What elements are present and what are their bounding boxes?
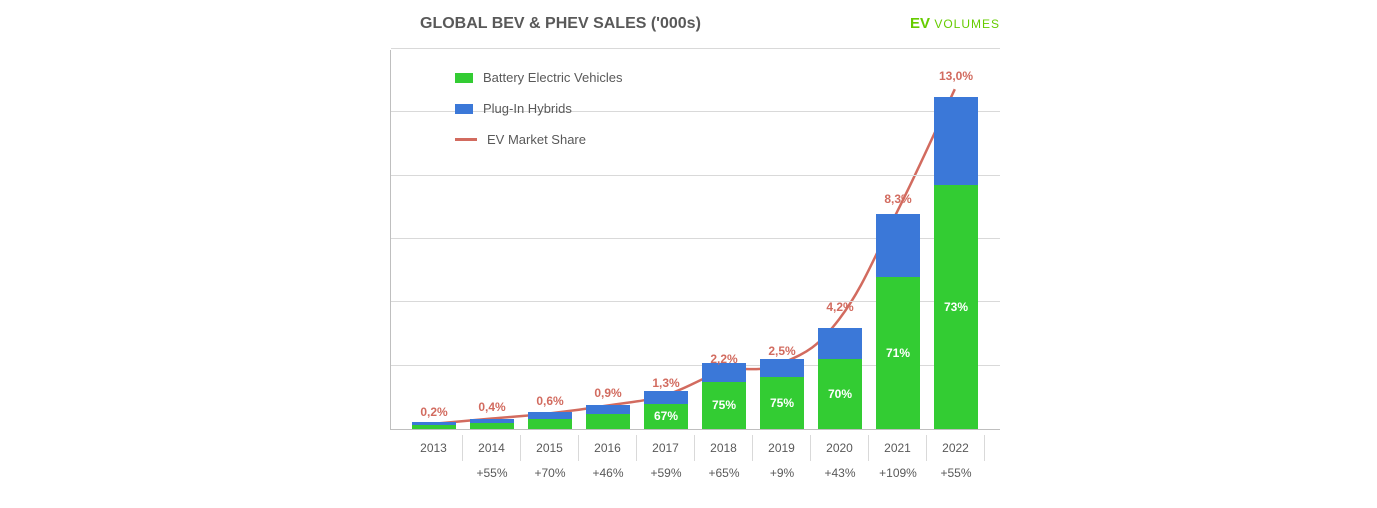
x-tick: 2021	[869, 435, 927, 461]
legend-share-label: EV Market Share	[487, 132, 586, 147]
legend-bev-label: Battery Electric Vehicles	[483, 70, 622, 85]
market-share-label: 2,5%	[768, 344, 795, 358]
legend-phev: Plug-In Hybrids	[455, 101, 622, 116]
phev-segment	[934, 97, 978, 186]
bev-share-label: 75%	[702, 398, 746, 412]
x-tick: 2014	[463, 435, 521, 461]
phev-segment	[876, 214, 920, 277]
x-tick: 2013	[405, 435, 463, 461]
market-share-label: 0,2%	[420, 405, 447, 419]
bev-share-label: 73%	[934, 300, 978, 314]
growth-label: +55%	[463, 466, 521, 480]
bar-2019: 75%	[760, 359, 804, 429]
growth-label: +46%	[579, 466, 637, 480]
bev-share-label: 67%	[644, 409, 688, 423]
bar-2016	[586, 405, 630, 429]
growth-label: +9%	[753, 466, 811, 480]
phev-segment	[528, 412, 572, 419]
x-tick: 2022	[927, 435, 985, 461]
growth-label: +43%	[811, 466, 869, 480]
growth-label: +65%	[695, 466, 753, 480]
legend-share: EV Market Share	[455, 132, 622, 147]
market-share-label: 8,3%	[884, 192, 911, 206]
market-share-label: 13,0%	[939, 69, 973, 83]
x-tick: 2019	[753, 435, 811, 461]
gridline	[391, 48, 1000, 49]
chart-title: GLOBAL BEV & PHEV SALES ('000s)	[420, 15, 701, 33]
growth-label: +109%	[869, 466, 927, 480]
growth-label: +55%	[927, 466, 985, 480]
bev-segment	[412, 425, 456, 429]
bev-share-label: 71%	[876, 346, 920, 360]
bev-segment	[586, 414, 630, 429]
ev-sales-chart: GLOBAL BEV & PHEV SALES ('000s) EV VOLUM…	[390, 15, 1000, 485]
bev-segment: 73%	[934, 185, 978, 429]
x-tick: 2018	[695, 435, 753, 461]
bar-2018: 75%	[702, 363, 746, 430]
bev-segment: 67%	[644, 404, 688, 429]
brand-vol: VOLUMES	[930, 17, 1000, 31]
bev-segment: 71%	[876, 277, 920, 429]
growth-label: +70%	[521, 466, 579, 480]
x-tick: 2020	[811, 435, 869, 461]
bev-share-label: 75%	[760, 396, 804, 410]
bar-2013	[412, 422, 456, 429]
bev-segment	[470, 423, 514, 429]
bev-segment: 75%	[760, 377, 804, 429]
bar-2020: 70%	[818, 328, 862, 429]
market-share-label: 0,6%	[536, 394, 563, 408]
x-tick: 2015	[521, 435, 579, 461]
market-share-label: 0,4%	[478, 400, 505, 414]
gridline	[391, 175, 1000, 176]
bev-share-label: 70%	[818, 387, 862, 401]
market-share-label: 1,3%	[652, 376, 679, 390]
phev-segment	[760, 359, 804, 376]
legend-bev: Battery Electric Vehicles	[455, 70, 622, 85]
bar-2021: 71%	[876, 214, 920, 429]
x-tick: 2016	[579, 435, 637, 461]
brand-logo: EV VOLUMES	[910, 15, 1000, 32]
market-share-label: 2,2%	[710, 352, 737, 366]
legend-phev-label: Plug-In Hybrids	[483, 101, 572, 116]
phev-segment	[586, 405, 630, 414]
swatch-line	[455, 138, 477, 141]
brand-ev: EV	[910, 15, 930, 32]
phev-segment	[644, 391, 688, 404]
legend: Battery Electric Vehicles Plug-In Hybrid…	[455, 70, 622, 163]
bev-segment	[528, 419, 572, 429]
swatch-bev	[455, 73, 473, 83]
bar-2015	[528, 412, 572, 429]
bar-2014	[470, 419, 514, 429]
phev-segment	[818, 328, 862, 360]
bev-segment: 75%	[702, 382, 746, 430]
growth-label: +59%	[637, 466, 695, 480]
bar-2022: 73%	[934, 97, 978, 429]
swatch-phev	[455, 104, 473, 114]
bev-segment: 70%	[818, 359, 862, 429]
x-tick: 2017	[637, 435, 695, 461]
market-share-label: 4,2%	[826, 300, 853, 314]
bar-2017: 67%	[644, 391, 688, 429]
market-share-label: 0,9%	[594, 386, 621, 400]
